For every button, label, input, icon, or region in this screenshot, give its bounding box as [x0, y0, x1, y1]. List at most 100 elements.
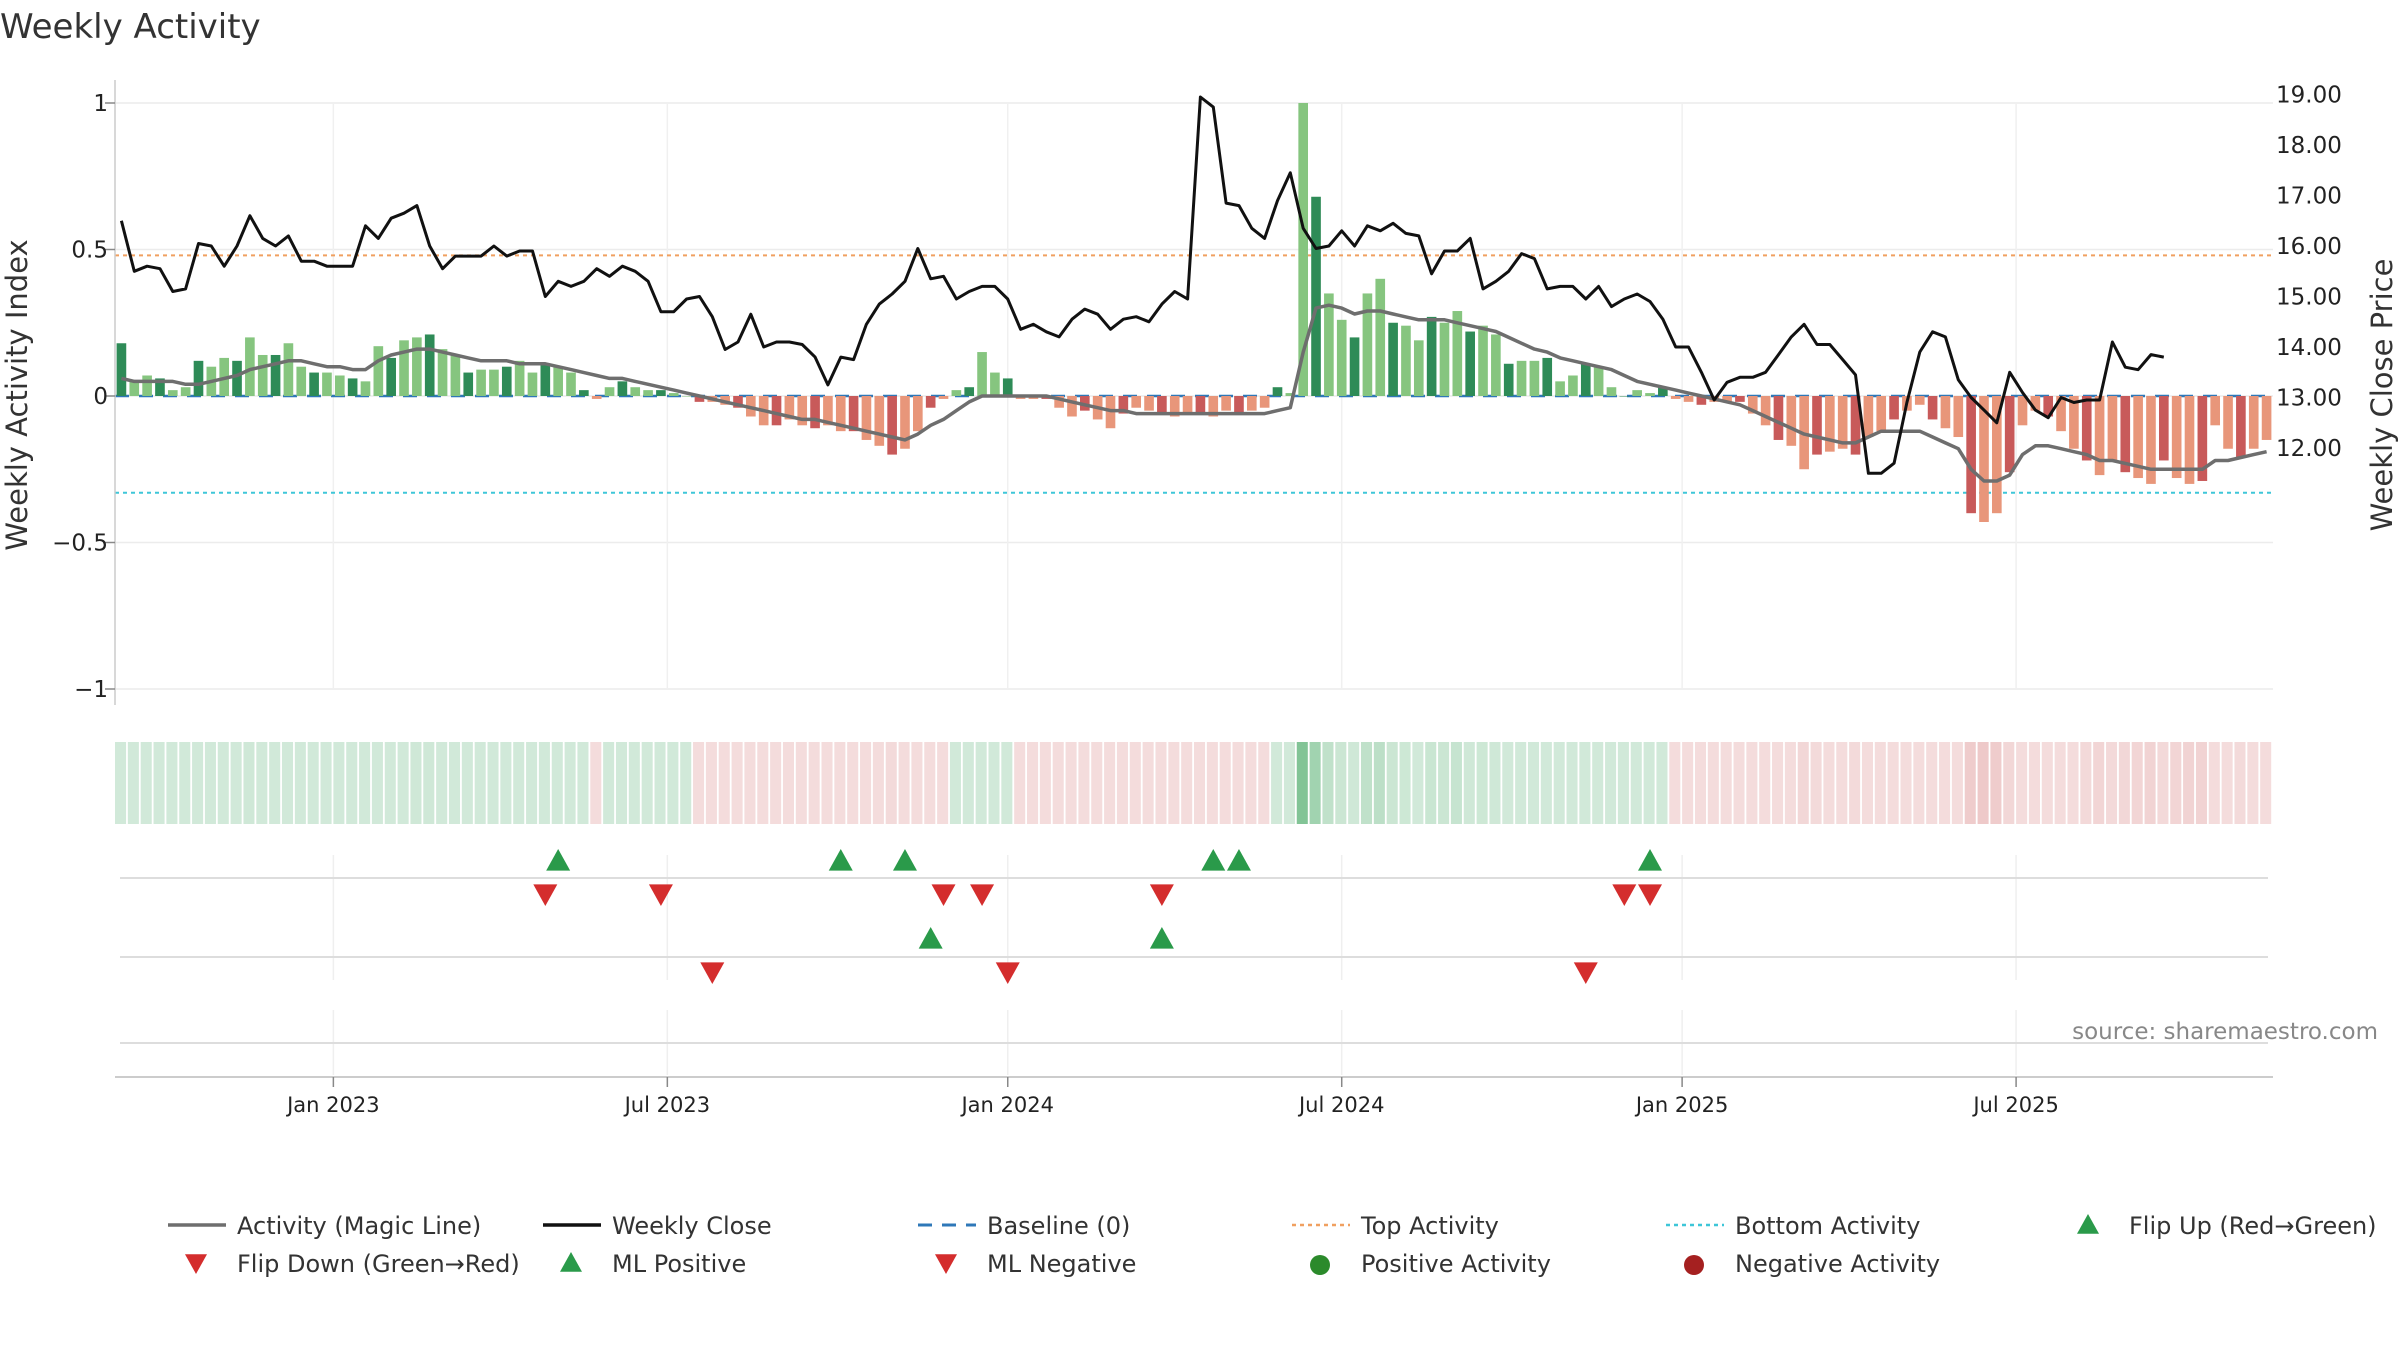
heat-cell	[693, 742, 705, 824]
heat-cell	[654, 742, 666, 824]
heat-cell	[770, 742, 782, 824]
activity-bar	[2158, 396, 2169, 461]
activity-bar	[1914, 396, 1925, 405]
activity-bar	[1735, 396, 1745, 402]
activity-bar	[2043, 396, 2054, 417]
activity-bar	[1118, 396, 1129, 414]
activity-bar	[668, 393, 679, 396]
activity-bar	[2184, 396, 2195, 484]
y-right-tick-label: 16.00	[2276, 234, 2342, 260]
heat-cell	[359, 742, 371, 824]
flip-up-marker	[1638, 849, 1663, 871]
magic-line	[121, 303, 2267, 483]
activity-bar	[2146, 396, 2156, 484]
heat-cell	[1386, 742, 1398, 824]
heat-cell	[217, 742, 229, 824]
heat-cell	[962, 742, 974, 824]
legend-swatch-triangle-down	[935, 1254, 957, 1274]
heat-cell	[2106, 742, 2118, 824]
activity-bars	[116, 103, 2272, 522]
activity-bar	[270, 354, 281, 396]
heat-cell	[731, 742, 743, 824]
activity-bar	[784, 396, 795, 420]
activity-bar	[591, 396, 602, 399]
activity-bar	[1876, 396, 1887, 432]
flip-down-marker	[1638, 884, 1663, 906]
heat-cell	[192, 742, 204, 824]
activity-bar	[1645, 393, 1655, 396]
heat-cell	[1823, 742, 1835, 824]
activity-bar	[1889, 396, 1899, 420]
activity-bar	[681, 396, 692, 397]
heat-cell	[436, 742, 448, 824]
x-tick-label: Jul 2024	[1297, 1093, 1384, 1117]
activity-bar	[489, 369, 499, 396]
activity-bar	[1002, 378, 1013, 396]
heat-cell	[1630, 742, 1642, 824]
legend-swatch-triangle-up	[2077, 1214, 2099, 1234]
x-axis: Jan 2023 Jul 2023 Jan 2024 Jul 2024 Jan 2025…	[115, 1076, 2273, 1117]
activity-bar	[964, 387, 975, 396]
y-left-tick-label: 0.5	[71, 238, 108, 264]
heat-cell	[885, 742, 897, 824]
legend-item: ML Positive	[560, 1250, 746, 1278]
activity-heat-strip	[115, 742, 2272, 824]
heat-cell	[1656, 742, 1668, 824]
activity-bar	[1324, 293, 1334, 396]
heat-cell	[1874, 742, 1886, 824]
activity-bar	[771, 396, 782, 426]
activity-bar	[322, 372, 332, 396]
activity-bar	[887, 396, 897, 455]
heat-cell	[2041, 742, 2053, 824]
activity-bar	[925, 396, 936, 408]
x-tick-label: Jan 2025	[1634, 1093, 1729, 1117]
legend: Activity (Magic Line) Weekly Close Baselin…	[168, 1212, 2377, 1278]
y-left-tick-label: −1	[74, 677, 108, 703]
weekly-close-line	[119, 95, 2165, 475]
heat-cell	[1643, 742, 1655, 824]
heat-cell	[1245, 742, 1257, 824]
heat-cell	[423, 742, 435, 824]
activity-bar	[257, 354, 268, 396]
heat-cell	[2054, 742, 2066, 824]
activity-bar	[951, 390, 962, 396]
activity-bar	[938, 396, 949, 399]
activity-bar	[1825, 396, 1835, 452]
activity-bar	[1157, 396, 1167, 414]
heat-cell	[744, 742, 756, 824]
y-right-tick-label: 14.00	[2276, 335, 2342, 361]
heat-cell	[2093, 742, 2105, 824]
heat-cell	[1001, 742, 1013, 824]
heat-cell	[256, 742, 268, 824]
activity-bar	[1491, 334, 1501, 396]
activity-bar	[1452, 311, 1463, 396]
activity-bar	[386, 357, 396, 396]
activity-bar	[579, 390, 589, 396]
heat-cell	[1039, 742, 1051, 824]
activity-bar	[1953, 396, 1964, 438]
y-right-tick-label: 12.00	[2276, 436, 2342, 462]
heat-cell	[1515, 742, 1527, 824]
activity-bar	[2017, 396, 2028, 426]
activity-bar	[630, 387, 641, 396]
activity-bar	[399, 340, 409, 396]
heat-cell	[2067, 742, 2079, 824]
activity-bar	[1272, 387, 1283, 396]
flip-up-marker	[546, 849, 571, 871]
activity-bar	[2030, 396, 2041, 411]
heat-cell	[1116, 742, 1128, 824]
legend-item: Negative Activity	[1684, 1250, 1940, 1278]
heat-cell	[1797, 742, 1809, 824]
heat-cell	[1502, 742, 1514, 824]
heat-cell	[1759, 742, 1771, 824]
legend-label: Flip Down (Green→Red)	[237, 1250, 520, 1278]
activity-bar	[1246, 396, 1257, 411]
legend-label: Positive Activity	[1361, 1250, 1551, 1278]
legend-label: Activity (Magic Line)	[237, 1212, 481, 1240]
heat-cell	[1373, 742, 1385, 824]
heat-cell	[1322, 742, 1334, 824]
heat-cell	[1104, 742, 1116, 824]
activity-bar	[1131, 396, 1142, 408]
heat-cell	[1553, 742, 1565, 824]
heat-cell	[320, 742, 332, 824]
